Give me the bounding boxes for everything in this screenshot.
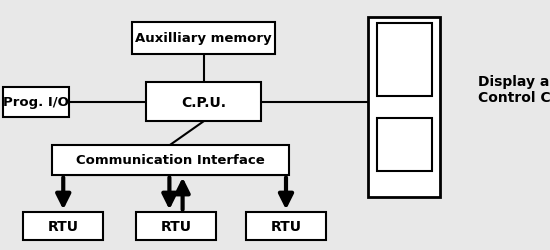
Bar bbox=[52, 145, 289, 175]
Bar bbox=[146, 83, 261, 122]
Bar bbox=[377, 119, 432, 171]
Bar bbox=[368, 18, 440, 198]
Text: Communication Interface: Communication Interface bbox=[76, 154, 265, 166]
Bar bbox=[246, 212, 326, 240]
Text: C.P.U.: C.P.U. bbox=[181, 96, 226, 110]
Bar bbox=[3, 88, 69, 118]
Text: RTU: RTU bbox=[271, 219, 301, 233]
Text: Auxilliary memory: Auxilliary memory bbox=[135, 32, 272, 45]
Text: Prog. I/O: Prog. I/O bbox=[3, 96, 69, 109]
Bar bbox=[24, 212, 103, 240]
Text: RTU: RTU bbox=[161, 219, 191, 233]
Bar bbox=[136, 212, 216, 240]
Text: RTU: RTU bbox=[48, 219, 79, 233]
Bar bbox=[377, 24, 432, 96]
Text: Display and
Control Console: Display and Control Console bbox=[478, 75, 550, 105]
Bar bbox=[132, 22, 275, 55]
